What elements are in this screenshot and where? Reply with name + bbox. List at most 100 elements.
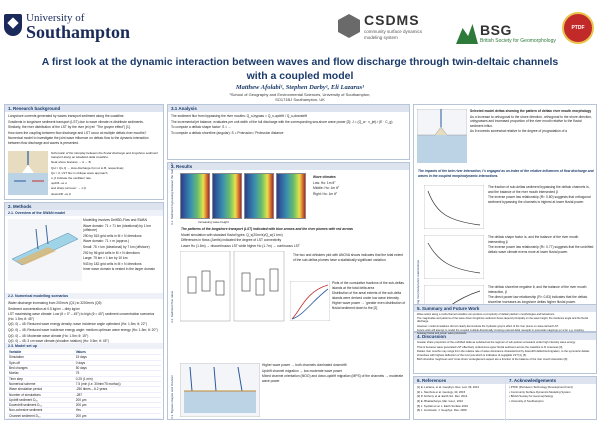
bullet: As α increase to orthogonal to the shore…: [470, 114, 592, 128]
bullet: Differences in flows (Jarrits) indicated…: [181, 238, 282, 243]
bullet: Greater share proportion of the undrifte…: [417, 341, 576, 344]
legend-item: Middle: Ho: 1m θ°: [313, 186, 340, 191]
heatmap-tile: [212, 173, 242, 219]
bullet: To compute a deltaic shoreline (angular)…: [171, 130, 284, 135]
results-caption: The patterns of the longshore transport …: [181, 227, 354, 231]
bullet: Lower Ho (1.8m) → discontinuous LST whil…: [181, 243, 300, 248]
table-cell: 50 days: [73, 365, 161, 372]
axis-label-c: 3.3. Bypass shapes and channel: [170, 375, 174, 419]
numerical-list: Water discharge increasing from 200m³/s …: [5, 299, 163, 347]
subsection-title: 2.3. Model set up: [5, 343, 163, 349]
table-row: Downdrift sediment D₅₀ 200 µm: [7, 402, 161, 409]
bullet: The sediment flux from bypassing the riv…: [171, 114, 308, 118]
bullet: The inverse power law relationship (R²: …: [488, 195, 591, 204]
table-row: Channel sediment D₅₀ 200 µm: [7, 413, 161, 420]
bullet: The direct power law relationship (R²: 0…: [488, 295, 588, 304]
bullet: Gradients in longshore sediment transpor…: [8, 119, 144, 124]
bsg-title: BSG: [480, 22, 512, 38]
overview-list: Modelling involves Delft3D-Flow and SWAN…: [83, 218, 163, 273]
bullet: As θ exceeds somewhat relative to the de…: [470, 129, 568, 134]
table-cell: 200 µm: [73, 402, 161, 409]
reference: [1] E. Lazarus, et al. Geophys. Res. Let…: [417, 385, 480, 389]
table-row: Non-cohesive sediment Yes: [7, 407, 161, 414]
bullet: Selected model deltas showing the patter…: [470, 109, 592, 113]
bullet: The box and whiskers plot with ANOVA sho…: [293, 253, 404, 262]
bullet: How does the coupling between flow disch…: [8, 130, 147, 135]
table-cell: 0.25 (1 min): [73, 376, 161, 382]
morphology-notes: Selected model deltas showing the patter…: [470, 109, 594, 135]
table-cell: 15 days: [73, 354, 161, 361]
table-cell: Channel sediment D₅₀: [7, 413, 74, 420]
bullet: Inner wave domain is nested in the large…: [83, 267, 156, 272]
delta-schematic: [8, 151, 48, 195]
axis-label-b: 3.2. Sediment flux ratios: [170, 290, 174, 323]
channel-migration-figure: [179, 362, 261, 418]
table-row: Morfac 75: [7, 370, 161, 377]
bsg-logo: BSG British Society for Geomorphology: [456, 22, 556, 52]
powerlaw-graphic: [423, 234, 485, 280]
bullet: Wave domain: 71 × m (approx.): [83, 239, 130, 244]
section-title: 2. Methods: [5, 203, 163, 210]
references-panel: 6. References [1] E. Lazarus, et al. Geo…: [413, 376, 597, 421]
delta-morphology-figure: [416, 108, 468, 164]
section-title: 5. Summary and Future Work: [414, 305, 596, 312]
ack-item: • Community Surface Dynamics Modeling Sy…: [509, 389, 571, 394]
bullet: Q(0, 0) – 45: Reduced wave incidence ene…: [8, 328, 158, 333]
poster-header: University of Southampton CSDMS communit…: [0, 0, 600, 52]
refs-list: [1] E. Lazarus, et al. Geophys. Res. Let…: [414, 384, 505, 416]
setup-table-wrap: Variable Values Simulation 15 days Spin-of…: [7, 350, 161, 420]
table-header-cell: Variable: [7, 350, 74, 356]
csdms-subtitle: community surface dynamics modeling syst…: [364, 29, 423, 40]
bullet: The fraction of sub-deltas sediment bypa…: [488, 185, 590, 194]
summary-panel: 5. Summary and Future Work Wave action a…: [413, 304, 597, 335]
summary-list: Wave action along a multi-channel coastl…: [414, 312, 596, 337]
table-cell: 200 µm: [73, 413, 161, 420]
note: and sharp turnover: → α β: [51, 186, 86, 191]
refs-block: 6. References [1] E. Lazarus, et al. Geo…: [414, 377, 506, 421]
mountain-icon: [456, 24, 478, 44]
table-cell: Non-cohesive sediment: [7, 407, 74, 414]
cumulative-notes: Plots of the cumulative fractions of the…: [332, 281, 408, 312]
table-header-row: Variable Values: [7, 350, 161, 356]
table-row: Numerical scheme 7.5 (min (i.e. 30mhr/75 …: [7, 381, 161, 388]
graph-notes-1: The fraction of sub-deltas sediment bypa…: [488, 185, 594, 205]
bullet: Higher wave power → both channels domina…: [262, 363, 347, 367]
results-notes: The patterns of the longshore transport …: [178, 225, 408, 251]
csdms-logo: CSDMS community surface dynamics modelin…: [338, 12, 434, 46]
schematic-graphic: [8, 151, 48, 195]
bullet: Modelling involves Delft3D-Flow and SWAN: [83, 218, 148, 222]
university-line1: University of: [26, 12, 85, 24]
ack-list: • PTDF (Petroleum Technology Development…: [506, 384, 596, 407]
bullet: Wave action along a multi-channel coastl…: [417, 313, 556, 316]
seal-text: PTDF: [571, 25, 585, 31]
section-title: 4. Discussion: [414, 333, 596, 340]
ack-item: • PTDF (Petroleum Technology Development…: [509, 385, 573, 389]
research-background-panel: 1. Research background Longshore current…: [4, 104, 164, 200]
bullet: Future work will attempt to model the co…: [417, 328, 584, 336]
bullet: Water discharge increasing from 200m³/s …: [8, 301, 102, 305]
ack-item: • British Society for Geomorphology: [509, 394, 554, 399]
setup-table: Variable Values Simulation 15 days Spin-of…: [7, 350, 161, 420]
table-cell: -287: [73, 392, 161, 398]
reference: [5] J. Syvitski et al. J. Earth Surface …: [417, 403, 468, 408]
university-line2: Southampton: [26, 22, 131, 42]
setup-table-body: Variable Values Simulation 15 days Spin-of…: [7, 350, 161, 420]
analysis-panel: 3.1 Analysis The sediment flux from bypa…: [167, 104, 410, 160]
bullet: That is because wave generated LST effec…: [417, 345, 563, 349]
bullet: The magnitudes and patterns of the wave …: [417, 317, 589, 324]
table-cell: Simulation: [7, 354, 74, 361]
table-cell: Numerical scheme: [7, 381, 74, 388]
authors: Matthew Afolabi¹, Stephen Darby¹, Eli La…: [235, 84, 365, 91]
powerlaw-plot-2: [423, 234, 485, 280]
subsection-title: 2.1. Overview of the SWAN model: [5, 210, 163, 216]
schematic-notes: Schematic of the interplay between the f…: [51, 151, 161, 197]
bullet: Numerical model to investigate the joint…: [8, 136, 149, 146]
table-cell: -250 times – 6.2 years: [73, 386, 161, 393]
reference: [4] E. Bhattacharya, Mar. Geol., 2010: [417, 398, 464, 403]
ptdf-seal: PTDF: [562, 12, 594, 44]
wave-climate-legend: Wave climates Low: Ho: 1m θ° Middle: Ho:…: [310, 173, 406, 199]
table-row: Time step 0.25 (1 min): [7, 376, 161, 382]
bullet: The incremental jet balance, evaluates p…: [171, 119, 393, 124]
note: α, β indicate the oscillator rate: [51, 175, 91, 180]
ack-item: • University of Southampton: [509, 398, 544, 403]
